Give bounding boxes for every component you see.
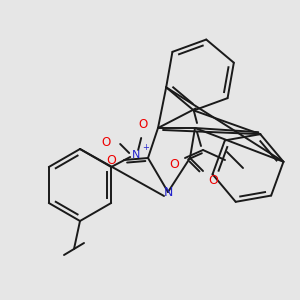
Text: O: O bbox=[169, 158, 179, 172]
Text: O: O bbox=[208, 175, 218, 188]
Text: +: + bbox=[142, 142, 148, 152]
Text: N: N bbox=[132, 150, 140, 160]
Text: N: N bbox=[163, 185, 173, 199]
Text: O: O bbox=[102, 136, 111, 148]
Text: O: O bbox=[106, 154, 116, 166]
Text: O: O bbox=[139, 118, 148, 131]
